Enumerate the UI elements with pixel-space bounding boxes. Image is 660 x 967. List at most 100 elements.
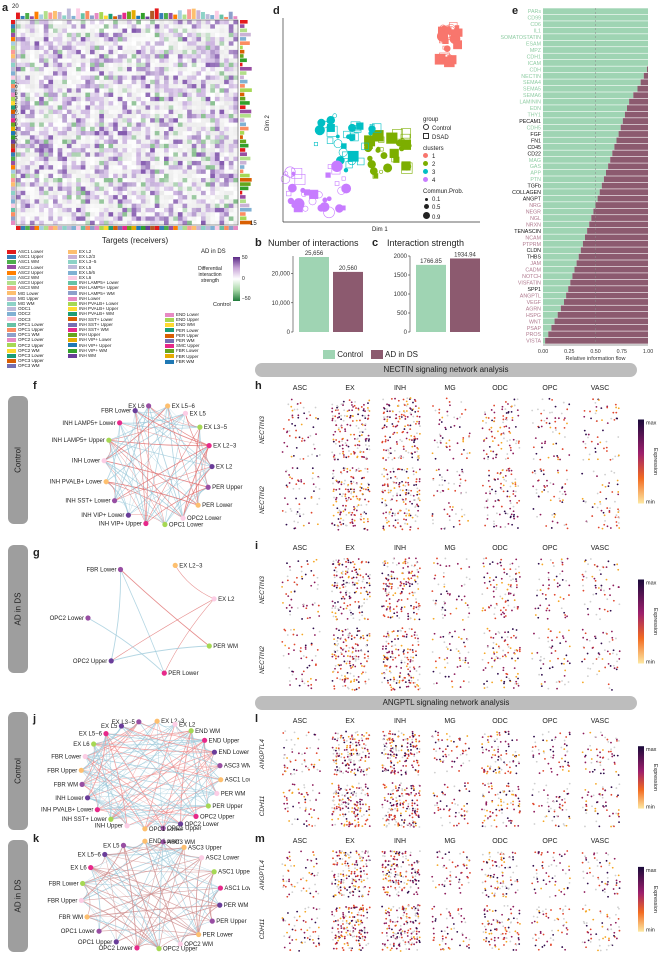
nectin-ad-spot: [495, 588, 497, 590]
heatmap-cell: [48, 105, 53, 109]
heatmap-cell: [48, 169, 53, 173]
nectin-control-spot: [546, 485, 548, 487]
nectin-control-spot: [405, 492, 407, 494]
heatmap-cell: [136, 67, 141, 71]
heatmap-row-color: [11, 37, 15, 41]
nectin-ad-spot: [460, 568, 462, 570]
heatmap-cell: [150, 58, 155, 62]
heatmap-cell: [136, 212, 141, 216]
nectin-ad-spot: [564, 614, 566, 616]
nectin-control-spot: [581, 473, 583, 475]
nectin-control-spot: [551, 411, 553, 413]
heatmap-cell: [25, 127, 30, 131]
heatmap-col-color: [233, 226, 238, 230]
nectin-control-spot: [344, 415, 346, 417]
nectin-ad-spot: [384, 560, 386, 562]
heatmap-cell: [109, 135, 114, 139]
heatmap-cell: [30, 71, 35, 75]
heatmap-cell: [58, 37, 63, 41]
heatmap-cell: [155, 140, 160, 144]
nectin-control-spot: [495, 454, 497, 456]
heatmap-cell: [21, 221, 26, 225]
heatmap-cell: [113, 174, 118, 178]
nectin-control-spot: [307, 455, 309, 457]
flow-category-label: CDH5: [527, 125, 541, 131]
bar-c-tick-label: 2000: [394, 254, 408, 260]
heatmap-cell: [81, 178, 86, 182]
nectin-control-spot: [300, 481, 302, 483]
nectin-control-spot: [502, 419, 504, 421]
nectin-control-spot: [337, 459, 339, 461]
heatmap-cell: [183, 63, 188, 67]
nectin-control-spot: [406, 397, 408, 399]
nectin-control-spot: [564, 417, 566, 419]
nectin-control-spot: [602, 430, 604, 432]
heatmap-cell: [215, 71, 220, 75]
nectin-ad-spot: [458, 595, 460, 597]
nectin-control-spot: [437, 446, 439, 448]
nectin-ad-celltype-label: EX: [345, 545, 355, 552]
heatmap-cell: [53, 216, 58, 220]
heatmap-cell: [164, 80, 169, 84]
heatmap-cell: [118, 191, 123, 195]
heatmap-cell: [233, 191, 238, 195]
heatmap-cell: [25, 174, 30, 178]
nectin-control-spot: [419, 469, 421, 471]
nectin-ad-spot: [490, 584, 492, 586]
heatmap-cell: [206, 157, 211, 161]
nectin-control-spot: [350, 476, 352, 478]
nectin-ad-spot: [383, 564, 385, 566]
nectin-control-spot: [331, 451, 333, 453]
heatmap-cell: [173, 204, 178, 208]
heatmap-cell: [21, 97, 26, 101]
scatter-point-dsad: [374, 174, 378, 178]
heatmap-cell: [76, 161, 81, 165]
heatmap-cell: [159, 157, 164, 161]
heatmap-cell: [109, 97, 114, 101]
heatmap-cell: [72, 24, 77, 28]
heatmap-cell: [72, 131, 77, 135]
heatmap-cell: [132, 199, 137, 203]
heatmap-cell: [95, 169, 100, 173]
nectin-control-spot: [384, 484, 386, 486]
nectin-ad-edge: [175, 565, 214, 598]
nectin-control-spot: [393, 432, 395, 434]
heatmap-cell: [210, 97, 215, 101]
heatmap-row-color: [11, 212, 15, 216]
nectin-control-spot: [352, 496, 354, 498]
nectin-control-spot: [405, 450, 407, 452]
heatmap-cell: [146, 93, 151, 97]
heatmap-cell: [35, 114, 40, 118]
heatmap-cell: [85, 191, 90, 195]
heatmap-cell: [67, 76, 72, 80]
nectin-control-spot: [296, 447, 298, 449]
nectin-control-spot: [591, 441, 593, 443]
heatmap-cell: [159, 212, 164, 216]
heatmap-cell: [81, 80, 86, 84]
nectin-ad-spot: [537, 617, 539, 619]
heatmap-cell: [132, 148, 137, 152]
heatmap-cell: [155, 20, 160, 24]
nectin-ad-spot: [444, 558, 446, 560]
heatmap-cell: [21, 191, 26, 195]
nectin-control-spot: [449, 445, 451, 447]
heatmap-cell: [196, 221, 201, 225]
heatmap-cell: [127, 204, 132, 208]
heatmap-cell: [159, 67, 164, 71]
nectin-control-spot: [506, 496, 508, 498]
nectin-ad-spot: [411, 565, 413, 567]
heatmap-cell: [224, 110, 229, 114]
nectin-ad-spot: [358, 558, 360, 560]
nectin-control-spot: [361, 483, 363, 485]
heatmap-cell: [132, 58, 137, 62]
heatmap-cell: [141, 204, 146, 208]
nectin-ad-spot: [402, 567, 404, 569]
heatmap-cell: [192, 67, 197, 71]
nectin-ad-spot: [333, 574, 335, 576]
nectin-control-spot: [401, 528, 403, 530]
heatmap-cell: [113, 101, 118, 105]
heatmap-cell: [196, 127, 201, 131]
nectin-ad-spot: [400, 585, 402, 587]
heatmap-cell: [95, 221, 100, 225]
heatmap-cell: [132, 191, 137, 195]
